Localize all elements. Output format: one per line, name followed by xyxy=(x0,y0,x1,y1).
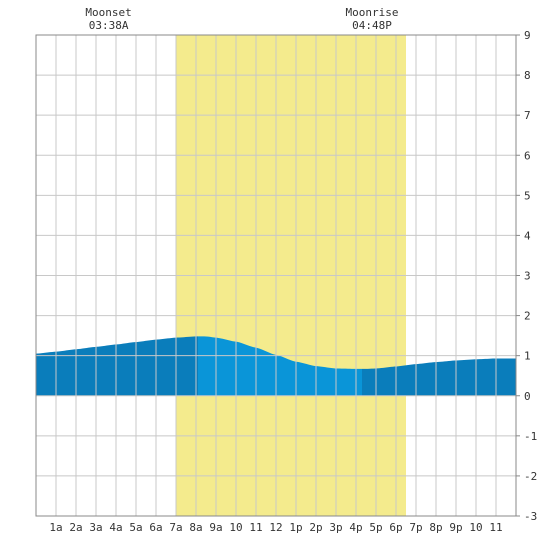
moon-event-label: Moonset xyxy=(85,6,131,19)
moon-event-time: 04:48P xyxy=(352,19,392,32)
x-tick-label: 9p xyxy=(449,521,462,534)
x-tick-label: 4a xyxy=(109,521,122,534)
y-tick-label: 1 xyxy=(524,350,531,363)
x-tick-label: 9a xyxy=(209,521,222,534)
x-tick-label: 12 xyxy=(269,521,282,534)
x-tick-label: 10 xyxy=(469,521,482,534)
y-tick-label: 7 xyxy=(524,109,531,122)
y-tick-label: 8 xyxy=(524,69,531,82)
x-tick-label: 6a xyxy=(149,521,162,534)
x-tick-label: 7a xyxy=(169,521,182,534)
y-tick-label: 9 xyxy=(524,29,531,42)
x-tick-label: 5p xyxy=(369,521,382,534)
x-tick-label: 2a xyxy=(69,521,82,534)
y-tick-label: 6 xyxy=(524,149,531,162)
x-tick-label: 3a xyxy=(89,521,102,534)
x-tick-label: 2p xyxy=(309,521,322,534)
x-tick-label: 3p xyxy=(329,521,342,534)
y-tick-label: -2 xyxy=(524,470,537,483)
x-tick-label: 4p xyxy=(349,521,362,534)
x-tick-label: 8a xyxy=(189,521,202,534)
x-tick-label: 6p xyxy=(389,521,402,534)
x-tick-label: 1p xyxy=(289,521,302,534)
x-tick-label: 11 xyxy=(489,521,502,534)
tide-fill-dark-2 xyxy=(362,358,516,396)
moon-event-time: 03:38A xyxy=(89,19,129,32)
tide-fill-light-1 xyxy=(198,336,362,396)
x-tick-label: 8p xyxy=(429,521,442,534)
y-tick-label: -1 xyxy=(524,430,537,443)
x-tick-label: 11 xyxy=(249,521,262,534)
moon-event-label: Moonrise xyxy=(346,6,399,19)
x-tick-label: 5a xyxy=(129,521,142,534)
y-tick-label: 3 xyxy=(524,270,531,283)
x-tick-label: 1a xyxy=(49,521,62,534)
x-tick-label: 7p xyxy=(409,521,422,534)
y-tick-label: 4 xyxy=(524,229,531,242)
y-tick-label: -3 xyxy=(524,510,537,523)
y-tick-label: 0 xyxy=(524,390,531,403)
x-tick-label: 10 xyxy=(229,521,242,534)
y-tick-label: 2 xyxy=(524,310,531,323)
y-tick-label: 5 xyxy=(524,189,531,202)
